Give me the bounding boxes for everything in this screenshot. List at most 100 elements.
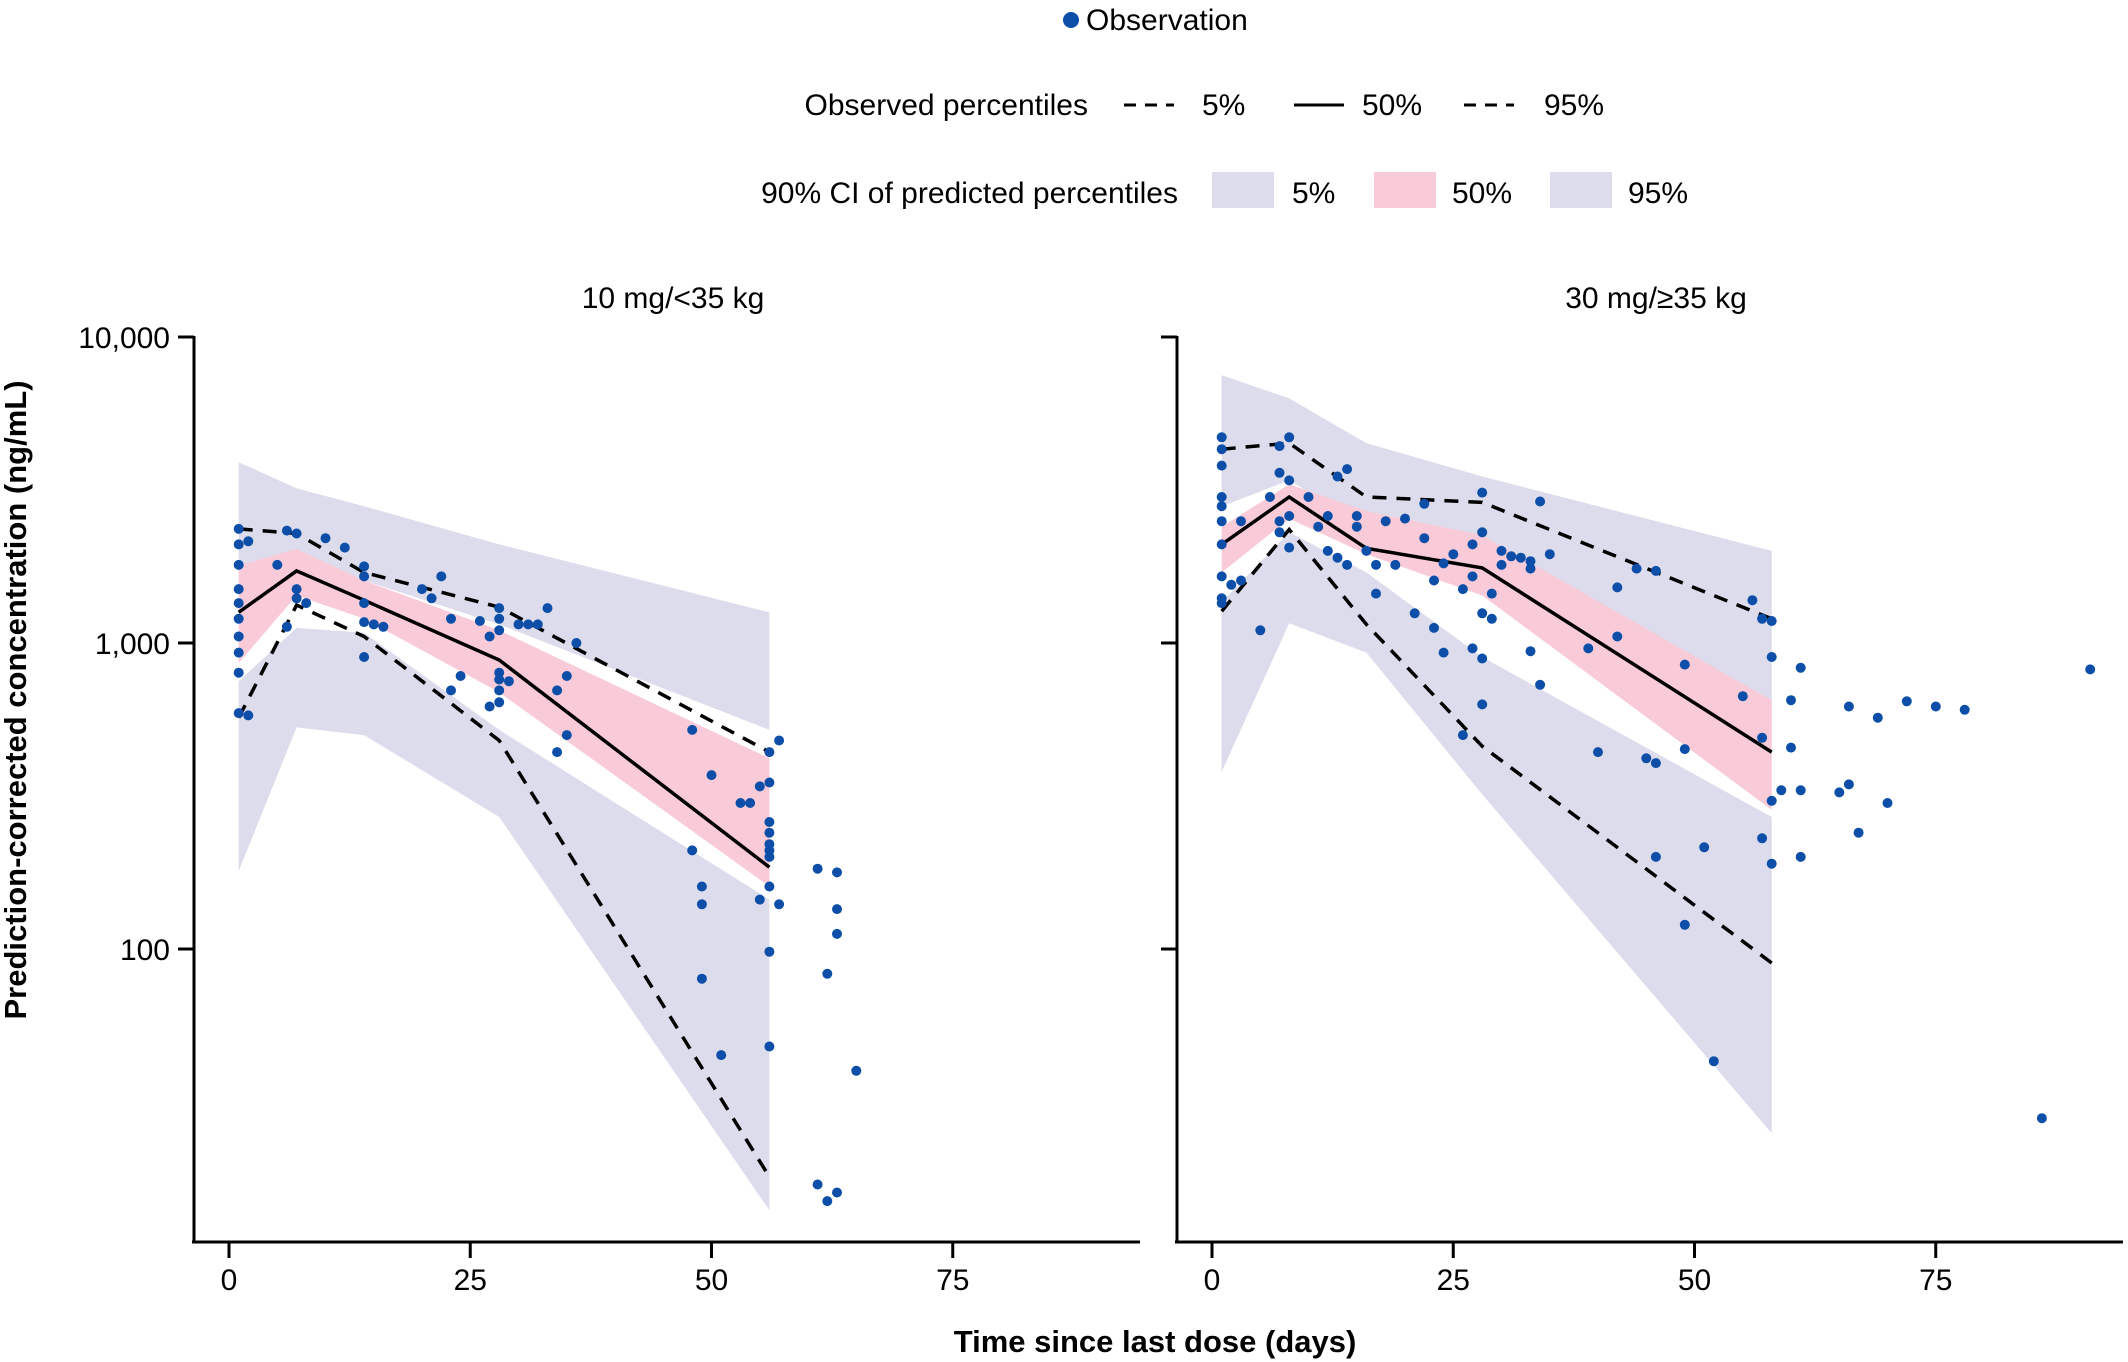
observation-point (494, 613, 505, 624)
observation-point (1274, 467, 1285, 478)
observation-point (1429, 622, 1439, 633)
observation-point (1795, 785, 1806, 796)
observation-point (1216, 539, 1227, 550)
observation-point (233, 539, 244, 550)
observation-point (571, 638, 582, 648)
observation-point (1216, 432, 1227, 443)
observation-point (1583, 643, 1594, 654)
ci-band-95th (1221, 375, 1772, 762)
observation-point (764, 946, 775, 957)
observation-point (243, 536, 254, 547)
panel-2-title: 30 mg/≥35 kg (1565, 282, 1747, 315)
observation-point (233, 647, 244, 658)
observation-point (291, 528, 302, 539)
observation-point (561, 671, 572, 681)
observation-point (1216, 460, 1227, 471)
observation-point (378, 621, 389, 632)
observation-point (1496, 559, 1507, 570)
observation-point (1776, 785, 1787, 796)
observation-point (1641, 753, 1652, 764)
observation-point (1766, 858, 1777, 869)
observation-point (1400, 513, 1410, 524)
observation-point (1390, 559, 1401, 570)
observation-point (1303, 492, 1314, 502)
observation-point (687, 724, 698, 735)
y-tick-label-10000: 10,000 (78, 322, 170, 355)
observation-point (832, 1187, 842, 1198)
observation-point (503, 676, 514, 687)
observation-point (233, 598, 244, 609)
observation-point (1216, 444, 1227, 455)
observation-point (851, 1065, 862, 1076)
observation-point (1351, 511, 1362, 521)
observation-point (1419, 498, 1430, 509)
observation-point (1226, 579, 1237, 590)
legend-predicted-5-swatch (1212, 172, 1274, 208)
observation-point (1448, 549, 1459, 560)
legend-predicted-5-label: 5% (1292, 177, 1335, 210)
observation-point (1477, 487, 1488, 498)
observation-point (1409, 608, 1420, 619)
observation-point (774, 899, 785, 910)
observation-point (233, 559, 244, 570)
observation-point (754, 894, 765, 905)
observation-point (1525, 556, 1536, 567)
observation-point (301, 598, 312, 609)
legend-observed-title: Observed percentiles (805, 89, 1088, 122)
observation-point (320, 533, 331, 544)
observation-point (1650, 565, 1661, 576)
x-tick-label-50: 50 (1678, 1264, 1711, 1297)
observation-point (764, 747, 775, 758)
observation-point (1786, 695, 1796, 706)
observation-point (696, 973, 707, 984)
observation-point (1371, 588, 1381, 599)
observation-point (1766, 616, 1777, 626)
observation-point (1525, 563, 1536, 574)
observation-point (2085, 664, 2096, 675)
observation-point (368, 619, 379, 630)
legend-observation-marker (1063, 12, 1079, 28)
observation-point (1216, 492, 1227, 502)
panel-1-plot (233, 462, 862, 1211)
observation-point (417, 584, 427, 595)
observation-point (1515, 552, 1526, 563)
observation-point (552, 685, 563, 696)
ci-band-50th (238, 548, 770, 887)
observation-point (484, 701, 495, 712)
observation-point (523, 619, 534, 630)
observation-point (1419, 533, 1430, 544)
observation-point (1216, 501, 1227, 512)
observation-point (1457, 730, 1468, 741)
observation-point (1332, 471, 1343, 482)
observation-point (552, 747, 563, 758)
observation-point (1699, 842, 1710, 853)
observation-point (1477, 527, 1488, 538)
panel-2: 30 mg/≥35 kg 0 25 50 75 (1161, 282, 2123, 1297)
y-tick-label-1000: 1,000 (95, 628, 170, 661)
observation-point (1216, 571, 1227, 582)
panel-2-y-ticks (1161, 335, 1177, 951)
observation-point (1274, 527, 1285, 538)
observation-point (1486, 588, 1497, 599)
observation-point (764, 817, 775, 827)
observation-point (494, 674, 505, 685)
observation-point (474, 616, 485, 626)
observation-point (812, 863, 823, 874)
observation-point (426, 593, 437, 604)
observation-point (1930, 701, 1941, 712)
panel-2-x-ticks: 0 25 50 75 (1204, 1242, 1952, 1297)
observation-point (359, 652, 370, 662)
observation-point (281, 621, 292, 632)
observation-point (1467, 539, 1478, 550)
observation-point (1757, 613, 1768, 624)
observation-point (764, 827, 775, 838)
observation-point (1535, 496, 1546, 507)
observation-point (1757, 732, 1768, 743)
observation-point (1853, 827, 1864, 838)
observation-point (339, 542, 350, 553)
y-axis-title: Prediction-corrected concentration (ng/m… (0, 380, 33, 1019)
observation-point (513, 619, 524, 630)
legend-predicted-95-label: 95% (1628, 177, 1688, 210)
observation-point (1795, 851, 1806, 862)
